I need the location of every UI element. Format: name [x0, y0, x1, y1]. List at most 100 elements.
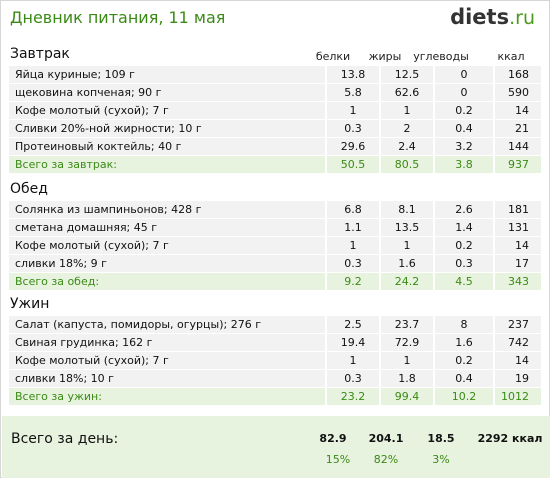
cell-separator	[325, 334, 327, 351]
food-name: Солянка из шампиньонов; 428 г	[9, 201, 325, 218]
food-row[interactable]: Свиная грудинка; 162 г 19.4 72.9 1.6 742	[9, 334, 541, 351]
cell-separator	[325, 120, 327, 137]
cell-separator	[493, 388, 495, 405]
cell-separator	[325, 316, 327, 333]
value-kcal: 14	[515, 104, 529, 117]
day-protein-pct: 15%	[325, 453, 351, 466]
value-kcal: 19	[515, 372, 529, 385]
value-protein: 2.5	[344, 318, 362, 331]
value-carbs: 10.2	[435, 388, 493, 405]
cell-separator	[493, 201, 495, 218]
cell-separator	[379, 66, 381, 83]
cell-separator	[325, 388, 327, 405]
cell-separator	[325, 255, 327, 272]
day-total-box: Всего за день: 82.9 204.1 18.5 2292 ккал…	[2, 416, 550, 478]
section-title: Ужин	[10, 296, 50, 312]
value-fat: 8.1	[398, 203, 416, 216]
food-row[interactable]: Протеиновый коктейль; 40 г 29.6 2.4 3.2 144	[9, 138, 541, 155]
cell-separator	[433, 102, 435, 119]
cell-separator	[325, 138, 327, 155]
food-row[interactable]: сливки 18%; 9 г 0.3 1.6 0.3 17	[9, 255, 541, 272]
cell-separator	[493, 370, 495, 387]
logo-tld: .ru	[509, 7, 535, 29]
food-row[interactable]: Кофе молотый (сухой); 7 г 1 1 0.2 14	[9, 352, 541, 369]
section-title: Обед	[10, 181, 48, 197]
food-name: Свиная грудинка; 162 г	[9, 334, 325, 351]
cell-separator	[433, 237, 435, 254]
food-name: Кофе молотый (сухой); 7 г	[9, 237, 325, 254]
food-name: Яйца куриные; 109 г	[9, 66, 325, 83]
food-row[interactable]: сметана домашняя; 45 г 1.1 13.5 1.4 131	[9, 219, 541, 236]
value-carbs: 0.2	[455, 104, 473, 117]
diets-logo[interactable]: diets.ru	[450, 5, 535, 29]
value-protein: 0.3	[344, 372, 362, 385]
cell-separator	[433, 120, 435, 137]
cell-separator	[433, 316, 435, 333]
value-protein: 1	[349, 354, 357, 367]
cell-separator	[325, 273, 327, 290]
cell-separator	[325, 219, 327, 236]
day-total-label: Всего за день:	[11, 431, 119, 447]
cell-separator	[379, 237, 381, 254]
cell-separator	[325, 237, 327, 254]
day-fat: 204.1	[368, 432, 404, 445]
cell-separator	[325, 352, 327, 369]
food-name: сливки 18%; 10 г	[9, 370, 325, 387]
food-name: щековина копченая; 90 г	[9, 84, 325, 101]
value-fat: 99.4	[381, 388, 433, 405]
cell-separator	[433, 66, 435, 83]
value-kcal: 14	[515, 354, 529, 367]
value-fat: 1	[403, 104, 411, 117]
header: Дневник питания, 11 мая diets.ru	[1, 1, 549, 41]
day-fat-pct: 82%	[373, 453, 399, 466]
food-row[interactable]: щековина копченая; 90 г 5.8 62.6 0 590	[9, 84, 541, 101]
day-protein: 82.9	[319, 432, 347, 445]
food-row[interactable]: сливки 18%; 10 г 0.3 1.8 0.4 19	[9, 370, 541, 387]
cell-separator	[433, 255, 435, 272]
cell-separator	[379, 138, 381, 155]
cell-separator	[379, 255, 381, 272]
value-carbs: 0	[460, 68, 468, 81]
food-name: Сливки 20%-ной жирности; 10 г	[9, 120, 325, 137]
cell-separator	[325, 370, 327, 387]
value-fat: 1.6	[398, 257, 416, 270]
food-row[interactable]: Солянка из шампиньонов; 428 г 6.8 8.1 2.6 18…	[9, 201, 541, 218]
value-kcal: 131	[508, 221, 529, 234]
value-fat: 1	[403, 354, 411, 367]
food-name: сметана домашняя; 45 г	[9, 219, 325, 236]
value-carbs: 4.5	[435, 273, 493, 290]
value-kcal: 343	[495, 273, 541, 290]
food-row[interactable]: Сливки 20%-ной жирности; 10 г 0.3 2 0.4 21	[9, 120, 541, 137]
value-fat: 1	[403, 239, 411, 252]
value-fat: 1.8	[398, 372, 416, 385]
column-header-fat: жиры	[368, 50, 402, 63]
value-protein: 29.6	[340, 140, 366, 153]
value-carbs: 1.4	[455, 221, 473, 234]
value-fat: 2.4	[398, 140, 416, 153]
cell-separator	[433, 352, 435, 369]
cell-separator	[325, 66, 327, 83]
column-header-protein: белки	[315, 50, 351, 63]
cell-separator	[493, 237, 495, 254]
value-kcal: 937	[495, 156, 541, 173]
value-carbs: 3.8	[435, 156, 493, 173]
cell-separator	[325, 102, 327, 119]
cell-separator	[433, 273, 435, 290]
cell-separator	[325, 84, 327, 101]
food-row[interactable]: Кофе молотый (сухой); 7 г 1 1 0.2 14	[9, 102, 541, 119]
food-name: Кофе молотый (сухой); 7 г	[9, 352, 325, 369]
food-row[interactable]: Салат (капуста, помидоры, огурцы); 276 г…	[9, 316, 541, 333]
page-title: Дневник питания, 11 мая	[10, 8, 226, 27]
food-name: сливки 18%; 9 г	[9, 255, 325, 272]
cell-separator	[433, 156, 435, 173]
value-carbs: 0.2	[455, 239, 473, 252]
day-kcal: 2292 ккал	[477, 432, 543, 445]
column-header-kcal: ккал	[497, 50, 525, 63]
value-fat: 72.9	[394, 336, 420, 349]
food-row[interactable]: Кофе молотый (сухой); 7 г 1 1 0.2 14	[9, 237, 541, 254]
food-row[interactable]: Яйца куриные; 109 г 13.8 12.5 0 168	[9, 66, 541, 83]
cell-separator	[325, 156, 327, 173]
value-fat: 2	[403, 122, 411, 135]
value-carbs: 3.2	[455, 140, 473, 153]
